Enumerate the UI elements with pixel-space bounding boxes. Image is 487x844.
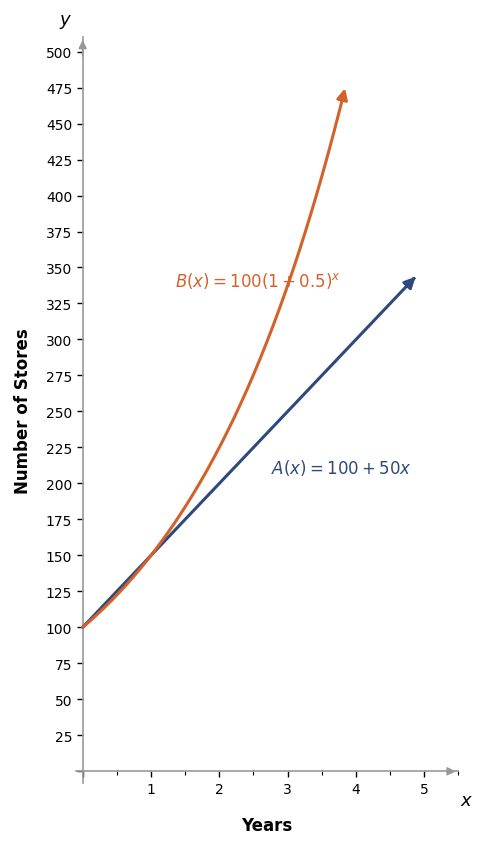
X-axis label: Years: Years [242,816,293,835]
Y-axis label: Number of Stores: Number of Stores [14,327,32,493]
Text: $y$: $y$ [59,13,72,31]
Text: $x$: $x$ [460,791,473,809]
Text: $B(x) = 100(1 + 0.5)^x$: $B(x) = 100(1 + 0.5)^x$ [175,271,341,291]
Text: $A(x) = 100 + 50x$: $A(x) = 100 + 50x$ [271,457,412,478]
